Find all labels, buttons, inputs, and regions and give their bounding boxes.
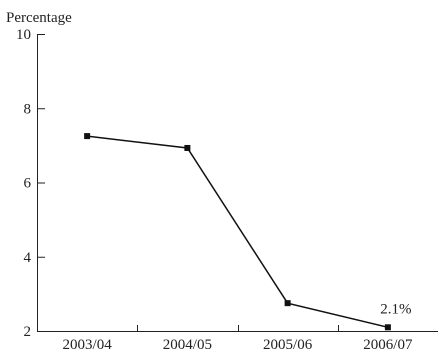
data-label: 2.1% [380,301,411,317]
data-point [284,300,291,307]
data-point [184,144,191,151]
y-tick-label: 8 [24,101,32,117]
series-line [87,135,389,329]
y-tick-label: 2 [24,324,32,340]
y-tick-label: 6 [24,176,32,192]
y-axis-ticks: 2 4 6 8 10 [16,27,45,340]
y-tick-label: 10 [16,27,31,43]
x-axis-ticks: 2003/04 2004/05 2005/06 2006/07 [63,325,413,353]
series-group [84,133,391,331]
x-tick-label: 2003/04 [63,337,113,353]
x-tick-label: 2004/05 [163,337,212,353]
data-point [384,324,391,331]
y-axis-label: Percentage [6,10,72,26]
y-tick-label: 4 [24,250,32,266]
data-point [84,133,91,140]
x-tick-label: 2005/06 [263,337,313,353]
annotations-group: 2.1% [380,301,411,317]
x-tick-label: 2006/07 [363,337,413,353]
